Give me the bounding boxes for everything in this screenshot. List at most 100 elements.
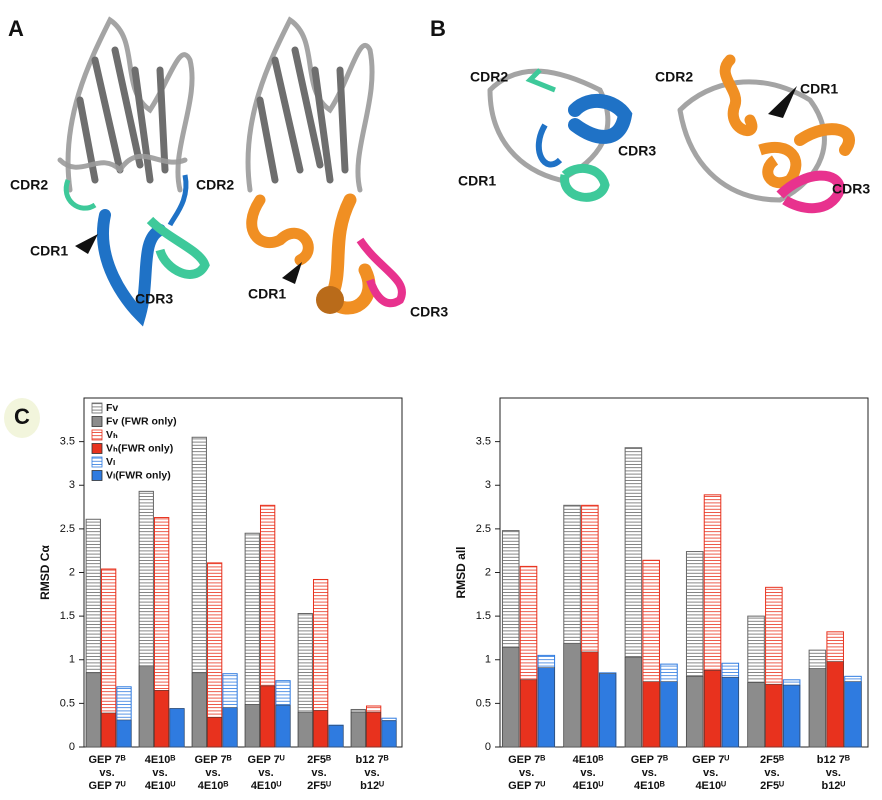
legend-label: Vₕ(FWR only) [106, 442, 173, 454]
bar [222, 707, 238, 748]
bar [313, 710, 329, 748]
bar [502, 647, 520, 748]
x-tick-label: 4E10ᴮ vs. 4E10ᵁ [573, 754, 604, 792]
cdr-label: CDR1 [30, 243, 68, 259]
bar [660, 681, 678, 748]
x-tick-label: GEP 7ᵁ vs. 4E10ᵁ [692, 754, 729, 792]
bar [537, 667, 555, 748]
x-tick-label: b12 7ᴮ vs. b12ᵁ [817, 754, 850, 792]
x-tick-label: 2F5ᴮ vs. 2F5ᵁ [307, 754, 331, 792]
cdr-label: CDR3 [410, 304, 448, 320]
bar [350, 711, 366, 748]
legend-swatch [91, 429, 103, 441]
bar [783, 684, 801, 748]
cdr-label: CDR3 [135, 291, 173, 307]
legend-label: Vₗ [106, 456, 115, 468]
bar [686, 676, 704, 748]
bar [328, 724, 344, 748]
bar [642, 681, 660, 748]
cdr-label: CDR3 [618, 143, 656, 159]
structure-b-right [677, 54, 855, 214]
bar [826, 661, 844, 748]
bar [844, 681, 862, 748]
y-axis-label: RMSD Cα [38, 545, 52, 600]
cdr-label: CDR2 [10, 177, 48, 193]
bar [747, 682, 765, 748]
x-tick-label: GEP 7ᴮ vs. 4E10ᴮ [194, 754, 231, 792]
bar [765, 683, 783, 748]
legend-label: Fv [106, 402, 118, 414]
bar [519, 679, 538, 748]
y-axis-label: RMSD all [454, 546, 468, 598]
y-tick-label: 0 [485, 741, 491, 753]
bar [138, 665, 154, 748]
bar [169, 708, 185, 748]
x-tick-label: GEP 7ᴮ vs. GEP 7ᵁ [508, 754, 545, 792]
y-tick-label: 2 [485, 566, 491, 578]
y-tick-label: 2.5 [476, 523, 491, 535]
legend-label: Vₕ [106, 429, 118, 441]
bar [275, 704, 291, 748]
y-tick-label: 1.5 [60, 610, 75, 622]
panel-badge [4, 398, 40, 438]
panel-label: C [14, 404, 30, 429]
bar [207, 717, 223, 748]
bar [191, 672, 207, 748]
bar [563, 642, 581, 748]
structure-b-left [487, 68, 633, 202]
panel-label: A [8, 16, 24, 41]
legend-swatch [91, 443, 103, 454]
legend-swatch [91, 402, 103, 414]
x-tick-label: GEP 7ᵁ vs. 4E10ᵁ [248, 754, 285, 792]
legend-swatch [91, 456, 103, 468]
bar [808, 668, 826, 748]
x-tick-label: GEP 7ᴮ vs. 4E10ᴮ [631, 754, 668, 792]
cdr-label: CDR1 [800, 81, 838, 97]
cdr-label: CDR1 [248, 286, 286, 302]
y-tick-label: 3 [485, 479, 491, 491]
legend-swatch [91, 470, 103, 481]
bar [154, 690, 170, 748]
x-tick-label: GEP 7ᴮ vs. GEP 7ᵁ [88, 754, 125, 792]
bar [366, 711, 382, 748]
bar [381, 720, 397, 748]
y-tick-label: 1 [69, 654, 75, 666]
y-tick-label: 2 [69, 566, 75, 578]
bar [244, 703, 260, 748]
legend-swatch [91, 416, 103, 427]
bar [297, 711, 313, 748]
x-tick-label: 2F5ᴮ vs. 2F5ᵁ [760, 754, 784, 792]
y-tick-label: 0.5 [60, 697, 75, 709]
bar [260, 685, 276, 748]
y-tick-label: 0 [69, 741, 75, 753]
bar [703, 669, 722, 748]
bar [85, 672, 101, 748]
y-tick-label: 1.5 [476, 610, 491, 622]
structure-a-right [245, 16, 406, 315]
y-tick-label: 3.5 [60, 436, 75, 448]
cdr-label: CDR1 [458, 173, 496, 189]
y-tick-label: 3.5 [476, 436, 491, 448]
cdr-label: CDR2 [655, 69, 693, 85]
structure-a-left [57, 16, 210, 327]
y-tick-label: 2.5 [60, 523, 75, 535]
legend-label: Fv (FWR only) [106, 415, 177, 427]
bar [599, 673, 617, 748]
cdr-label: CDR2 [470, 69, 508, 85]
legend-label: Vₗ(FWR only) [106, 469, 171, 481]
cdr-label: CDR3 [832, 181, 870, 197]
y-tick-label: 1 [485, 654, 491, 666]
x-tick-label: 4E10ᴮ vs. 4E10ᵁ [145, 754, 176, 792]
cdr-label: CDR2 [196, 177, 234, 193]
panel-label: B [430, 16, 446, 41]
bar [721, 676, 739, 748]
y-tick-label: 3 [69, 479, 75, 491]
bar [116, 719, 132, 748]
bar [101, 712, 117, 748]
x-tick-label: b12 7ᴮ vs. b12ᵁ [355, 754, 388, 792]
bar [624, 656, 642, 748]
y-tick-label: 0.5 [476, 697, 491, 709]
bar [581, 651, 599, 748]
